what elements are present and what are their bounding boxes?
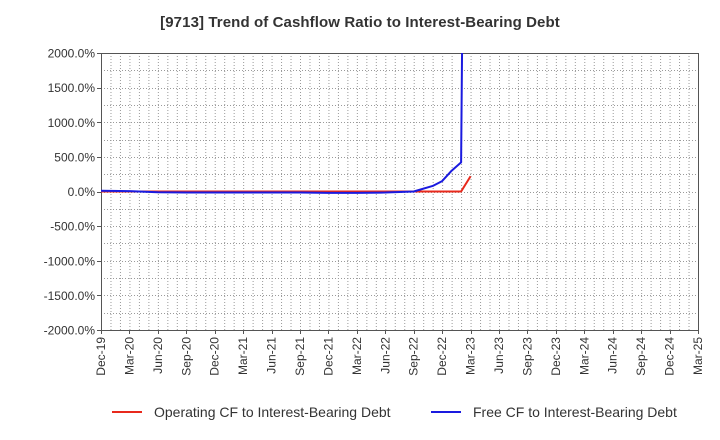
x-tick-label: Dec-24 [663,337,677,376]
x-tick-label: Mar-24 [577,337,591,375]
x-tick-label: Jun-24 [606,337,620,374]
x-tick-label: Sep-20 [179,337,193,376]
legend-swatch-blue [431,411,461,413]
x-tick-label: Dec-20 [208,337,222,376]
chart-plot: 2000.0% 1500.0% 1000.0% 500.0% 0.0% -500.0% -1… [44,47,705,376]
series-line-operating-cf [101,175,472,193]
y-tick-label: 1500.0% [48,81,96,95]
y-tick-label: -500.0% [50,220,95,234]
legend: Operating CF to Interest-Bearing Debt Fr… [0,404,720,426]
y-tick-label: 1000.0% [48,116,96,130]
x-tick-label: Jun-22 [378,337,392,374]
x-tick-label: Jun-20 [151,337,165,374]
series-line-free-cf [101,52,464,194]
x-tick-label: Jun-23 [492,337,506,374]
y-tick-label: -1000.0% [44,254,96,268]
chart-title: [9713] Trend of Cashflow Ratio to Intere… [160,14,560,31]
x-tick-label: Dec-23 [549,337,563,376]
x-tick-label: Mar-21 [236,337,250,375]
x-tick-label: Mar-20 [122,337,136,375]
x-tick-label: Jun-21 [265,337,279,374]
y-tick-label: -2000.0% [44,324,96,338]
x-tick-label: Sep-24 [634,337,648,376]
legend-label-free-cf: Free CF to Interest-Bearing Debt [473,404,677,420]
y-tick-label: -1500.0% [44,289,96,303]
legend-label-operating-cf: Operating CF to Interest-Bearing Debt [154,404,391,420]
legend-swatch-red [112,411,142,413]
y-tick-label: 2000.0% [48,47,96,61]
legend-item-free-cf: Free CF to Interest-Bearing Debt [431,404,677,420]
x-tick-label: Sep-23 [520,337,534,376]
x-tick-label: Dec-19 [94,337,108,376]
x-tick-label: Sep-22 [407,337,421,376]
x-tick-label: Dec-22 [435,337,449,376]
y-tick-label: 0.0% [68,185,96,199]
y-tick-label: 500.0% [54,150,95,164]
legend-item-operating-cf: Operating CF to Interest-Bearing Debt [112,404,391,420]
x-tick-label: Sep-21 [293,337,307,376]
x-tick-label: Mar-23 [464,337,478,375]
x-tick-label: Mar-22 [350,337,364,375]
x-tick-label: Mar-25 [691,337,705,375]
x-tick-label: Dec-21 [321,337,335,376]
